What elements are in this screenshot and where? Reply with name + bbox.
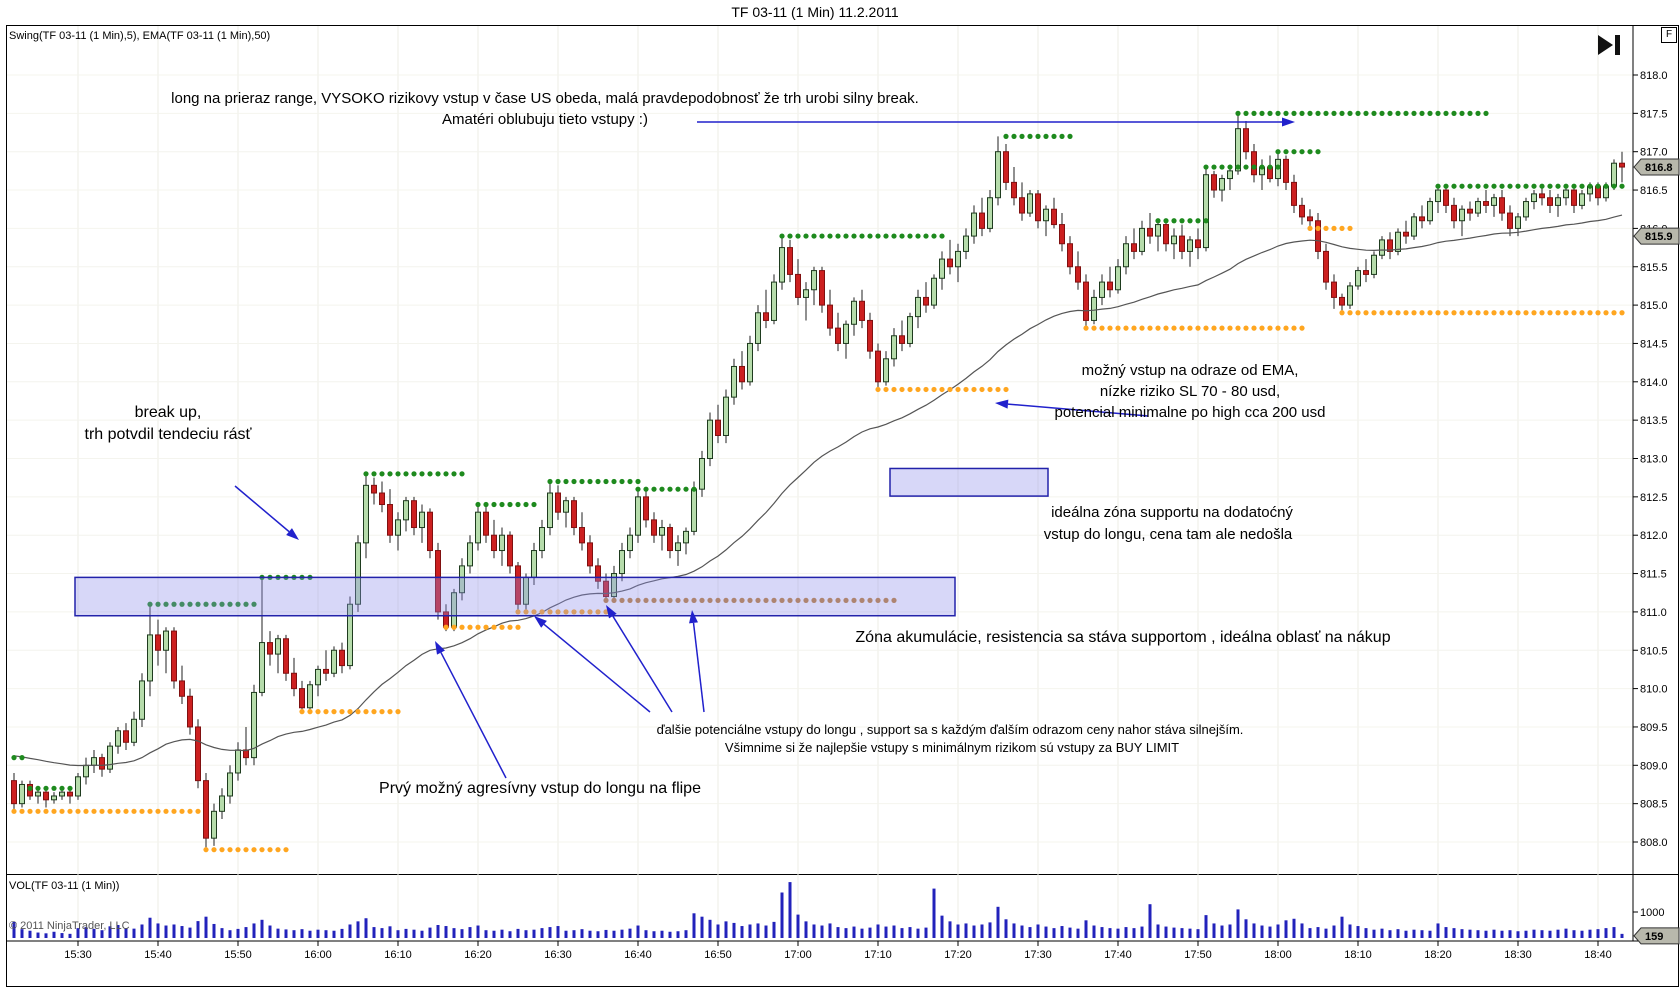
annotation-text: long na prieraz range, VYSOKO rizikovy v…	[171, 90, 919, 107]
svg-text:812.5: 812.5	[1640, 492, 1668, 504]
svg-text:810.5: 810.5	[1640, 645, 1668, 657]
svg-text:16:00: 16:00	[304, 949, 332, 961]
focus-button[interactable]: F	[1661, 27, 1677, 43]
support-zones	[74, 467, 1049, 617]
annotation-text: Prvý možný agresívny vstup do longu na f…	[379, 780, 701, 797]
value-tags: 816.8 815.9 159	[1633, 158, 1680, 945]
svg-text:812.0: 812.0	[1640, 530, 1668, 542]
svg-text:17:40: 17:40	[1104, 949, 1132, 961]
svg-text:811.5: 811.5	[1640, 569, 1667, 581]
skip-to-end-icon[interactable]	[1598, 34, 1624, 61]
svg-text:17:30: 17:30	[1024, 949, 1052, 961]
svg-text:809.0: 809.0	[1640, 760, 1668, 772]
svg-text:808.0: 808.0	[1640, 837, 1668, 849]
svg-text:17:20: 17:20	[944, 949, 972, 961]
copyright-label: © 2011 NinjaTrader, LLC	[9, 920, 130, 932]
svg-text:18:10: 18:10	[1344, 949, 1372, 961]
svg-text:811.0: 811.0	[1640, 607, 1667, 619]
svg-text:17:50: 17:50	[1184, 949, 1212, 961]
volume-series	[12, 882, 1624, 938]
svg-text:808.5: 808.5	[1640, 799, 1668, 811]
annotation-text: ďalšie potenciálne vstupy do longu , sup…	[656, 722, 1244, 737]
svg-text:810.0: 810.0	[1640, 684, 1668, 696]
svg-text:809.5: 809.5	[1640, 722, 1668, 734]
svg-text:1000: 1000	[1640, 907, 1664, 919]
svg-text:16:20: 16:20	[464, 949, 492, 961]
page-title: TF 03-11 (1 Min) 11.2.2011	[731, 4, 899, 20]
candlestick-series	[11, 113, 1625, 850]
svg-text:17:00: 17:00	[784, 949, 812, 961]
svg-text:813.5: 813.5	[1640, 415, 1668, 427]
annotation-arrows	[234, 117, 1295, 779]
svg-text:818.0: 818.0	[1640, 70, 1668, 82]
svg-text:17:10: 17:10	[864, 949, 892, 961]
svg-text:816.5: 816.5	[1640, 185, 1668, 197]
svg-text:18:30: 18:30	[1504, 949, 1532, 961]
annotation-text: break up,	[134, 404, 202, 421]
indicator-label: Swing(TF 03-11 (1 Min),5), EMA(TF 03-11 …	[9, 30, 271, 42]
svg-text:815.9: 815.9	[1645, 231, 1673, 243]
ema-line	[13, 214, 1623, 767]
chart-frame	[6, 25, 1679, 987]
annotation-text: Amatéri oblubuju tieto vstupy :)	[442, 111, 648, 128]
svg-text:815.5: 815.5	[1640, 262, 1668, 274]
axes: 818.0817.5817.0816.5816.0815.5815.0814.5…	[6, 25, 1678, 961]
svg-text:16:30: 16:30	[544, 949, 572, 961]
svg-text:817.5: 817.5	[1640, 108, 1668, 120]
annotation-text: Všimnime si že najlepšie vstupy s minimá…	[724, 740, 1180, 755]
svg-text:814.0: 814.0	[1640, 377, 1668, 389]
annotation-text: ideálna zóna supportu na dodatoćný	[1051, 504, 1293, 521]
annotation-text: potencial minimalne po high cca 200 usd	[1054, 404, 1326, 421]
svg-text:18:20: 18:20	[1424, 949, 1452, 961]
svg-text:814.5: 814.5	[1640, 338, 1668, 350]
annotation-text: trh potvdil tendeciu rásť	[84, 426, 252, 443]
svg-text:15:30: 15:30	[64, 949, 92, 961]
svg-text:816.8: 816.8	[1645, 162, 1673, 174]
annotation-text: nízke riziko SL 70 - 80 usd,	[1099, 383, 1281, 400]
svg-text:815.0: 815.0	[1640, 300, 1668, 312]
annotation-text: možný vstup na odraze od EMA,	[1081, 362, 1299, 379]
annotation-text: vstup do longu, cena tam ale nedošla	[1043, 526, 1293, 543]
svg-text:813.0: 813.0	[1640, 454, 1668, 466]
svg-text:18:00: 18:00	[1264, 949, 1292, 961]
panel-separator[interactable]	[6, 874, 1678, 875]
svg-text:18:40: 18:40	[1584, 949, 1612, 961]
svg-text:16:40: 16:40	[624, 949, 652, 961]
annotation-text: Zóna akumulácie, resistencia sa stáva su…	[855, 629, 1391, 646]
svg-text:15:50: 15:50	[224, 949, 252, 961]
svg-text:159: 159	[1645, 931, 1663, 943]
svg-text:16:10: 16:10	[384, 949, 412, 961]
svg-text:16:50: 16:50	[704, 949, 732, 961]
swing-lines	[11, 110, 1625, 853]
svg-text:15:40: 15:40	[144, 949, 172, 961]
grid-lines	[7, 26, 1633, 941]
volume-indicator-label: VOL(TF 03-11 (1 Min))	[9, 880, 120, 892]
svg-text:817.0: 817.0	[1640, 147, 1668, 159]
